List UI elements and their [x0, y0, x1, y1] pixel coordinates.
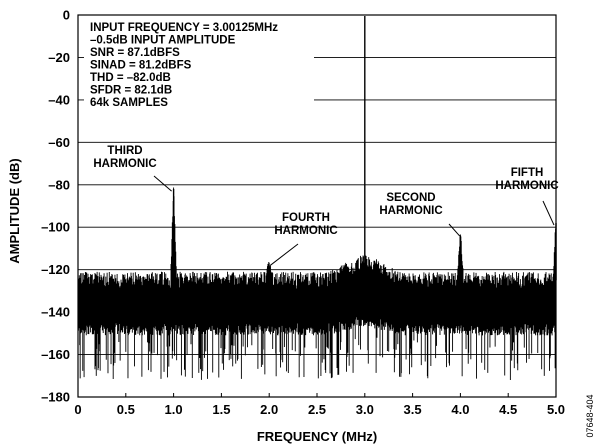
- annotation-leader-line: [153, 175, 172, 192]
- harmonic-label: FIFTH: [511, 167, 544, 179]
- y-tick-label: –140: [41, 305, 70, 320]
- axis-ticks: 0 –20 –40 –60 –80 –100 –120 –140 –160 –180 0 0.5 1.0…: [41, 8, 565, 418]
- annotation-leader-line: [542, 200, 555, 226]
- x-tick-label: 4.5: [499, 402, 517, 417]
- x-tick-label: 1.5: [212, 402, 230, 417]
- info-line: SNR = 87.1dBFS: [90, 47, 180, 59]
- harmonic-label: THIRD: [107, 145, 142, 157]
- y-tick-label: –80: [48, 177, 70, 192]
- harmonic-label: HARMONIC: [93, 158, 156, 170]
- info-box-background: [84, 20, 314, 114]
- x-tick-label: 2.0: [260, 402, 278, 417]
- info-box: INPUT FREQUENCY = 3.00125MHz–0.5dB INPUT…: [90, 22, 278, 109]
- y-tick-label: –180: [41, 390, 70, 405]
- y-tick-label: –20: [48, 50, 70, 65]
- harmonic-annotations: THIRDHARMONICFOURTHHARMONICSECONDHARMONI…: [93, 145, 559, 266]
- y-axis-label: AMPLITUDE (dB): [7, 158, 22, 263]
- y-tick-label: –160: [41, 347, 70, 362]
- info-line: SINAD = 81.2dBFS: [90, 60, 192, 72]
- y-tick-label: 0: [63, 8, 70, 23]
- y-tick-label: –40: [48, 92, 70, 107]
- info-line: SFDR = 82.1dB: [90, 85, 172, 97]
- info-line: –0.5dB INPUT AMPLITUDE: [90, 35, 236, 47]
- spectrum-trace: [77, 16, 557, 380]
- figure-id: 07648-404: [585, 394, 595, 437]
- y-tick-label: –60: [48, 135, 70, 150]
- x-tick-label: 0.5: [117, 402, 135, 417]
- harmonic-label: SECOND: [386, 192, 435, 204]
- info-line: INPUT FREQUENCY = 3.00125MHz: [90, 22, 278, 34]
- x-axis-label: FREQUENCY (MHz): [257, 429, 377, 444]
- y-tick-label: –120: [41, 262, 70, 277]
- harmonic-label: HARMONIC: [379, 205, 442, 217]
- annotation-leader-line: [448, 223, 460, 237]
- x-tick-label: 5.0: [547, 402, 565, 417]
- harmonic-label: FOURTH: [282, 212, 330, 224]
- harmonic-label: HARMONIC: [495, 180, 558, 192]
- x-tick-label: 0: [74, 402, 81, 417]
- annotation-leader-line: [269, 243, 299, 266]
- y-tick-label: –100: [41, 220, 70, 235]
- harmonic-label: HARMONIC: [274, 225, 337, 237]
- x-tick-label: 3.5: [404, 402, 422, 417]
- x-tick-label: 2.5: [308, 402, 326, 417]
- info-line: 64k SAMPLES: [90, 97, 168, 109]
- x-tick-label: 3.0: [356, 402, 374, 417]
- info-line: THD = –82.0dB: [90, 72, 171, 84]
- x-tick-label: 4.0: [451, 402, 469, 417]
- x-tick-label: 1.0: [165, 402, 183, 417]
